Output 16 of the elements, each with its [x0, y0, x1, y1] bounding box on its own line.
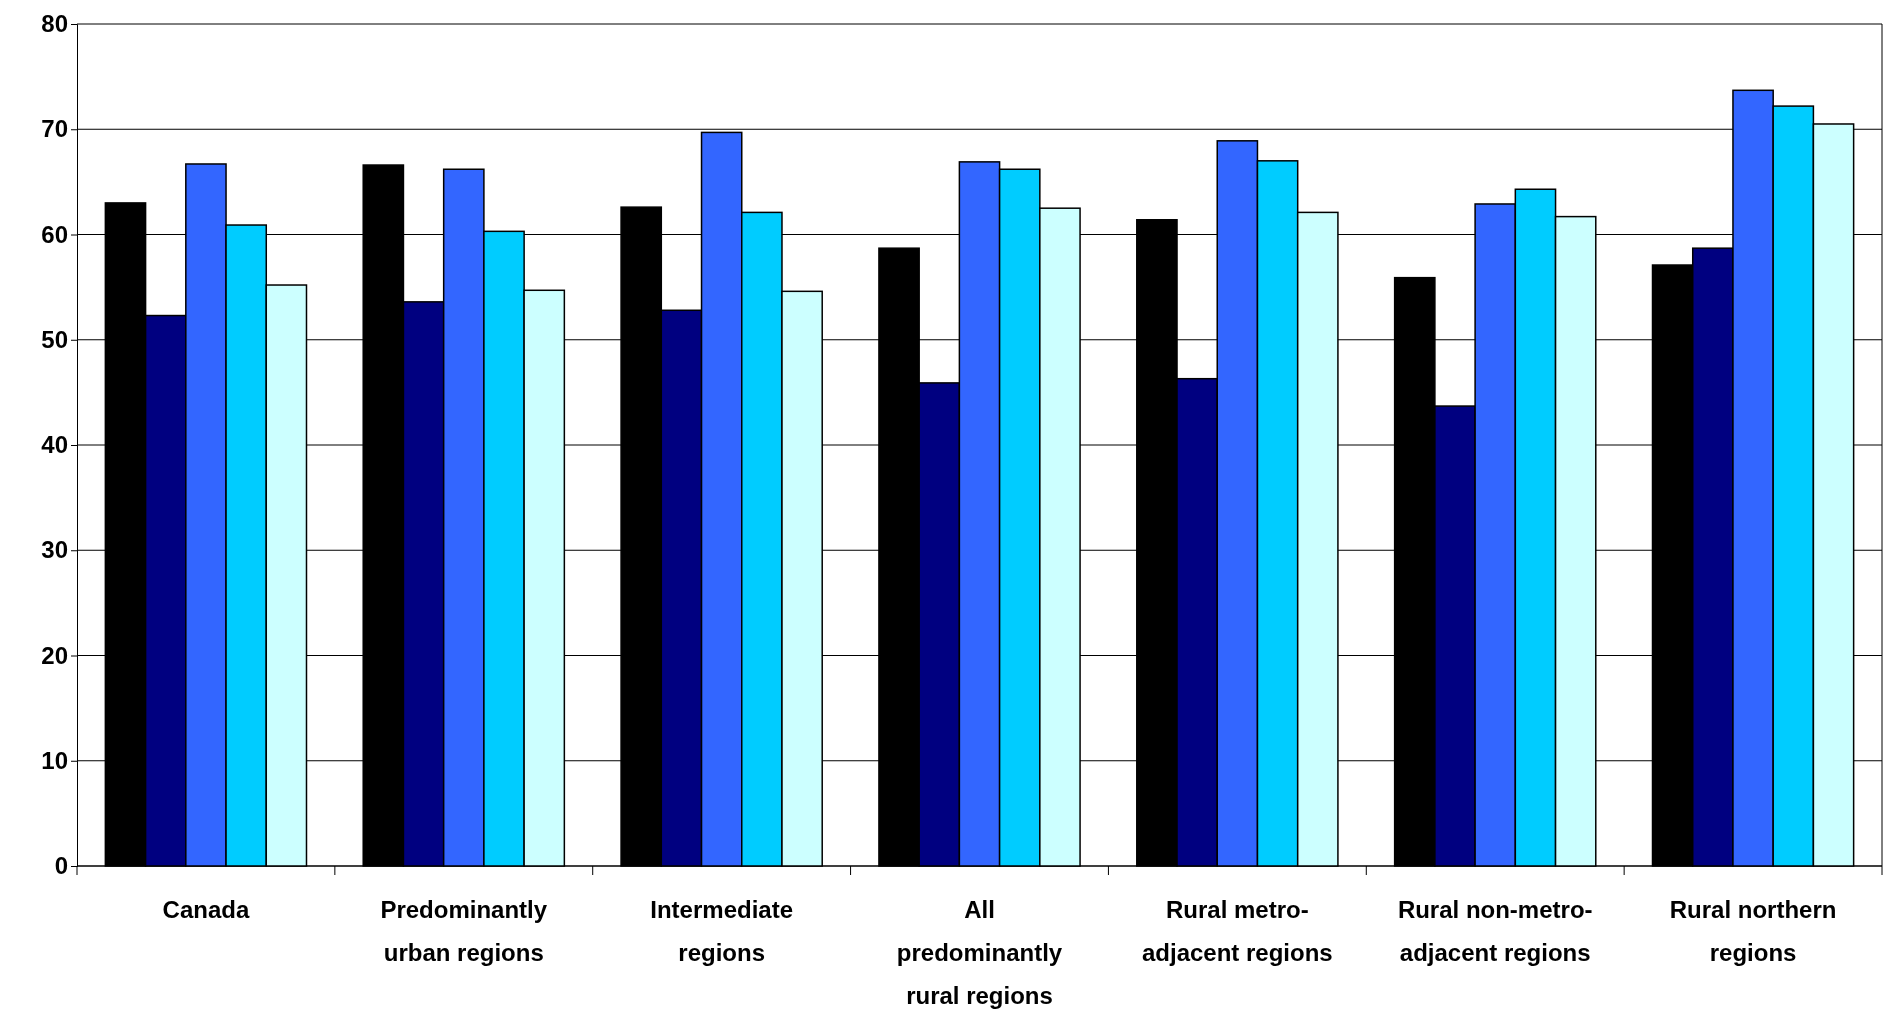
y-tick-label: 70 — [41, 115, 68, 143]
x-tick-label: Rural metro-adjacent regions — [1141, 896, 1333, 966]
x-tick-label: All predominantly rural regions — [896, 896, 1063, 1009]
y-tick-label: 50 — [41, 325, 68, 353]
y-tick-label: 10 — [41, 746, 68, 774]
y-tick-label: 30 — [41, 536, 68, 564]
x-tick-label: Rural northern regions — [1669, 896, 1837, 966]
y-tick-label: 80 — [41, 10, 68, 38]
y-tick-label: 0 — [54, 852, 68, 880]
x-tick-label: Rural non-metro-adjacent regions — [1397, 896, 1593, 966]
x-tick-label: Predominantly urban regions — [380, 896, 548, 966]
y-tick-label: 60 — [41, 220, 68, 248]
y-tick-label: 20 — [41, 641, 68, 669]
y-tick-label: 40 — [41, 431, 68, 459]
x-tick-label: Canada — [162, 896, 250, 923]
x-tick-label: Intermediate regions — [650, 896, 793, 966]
